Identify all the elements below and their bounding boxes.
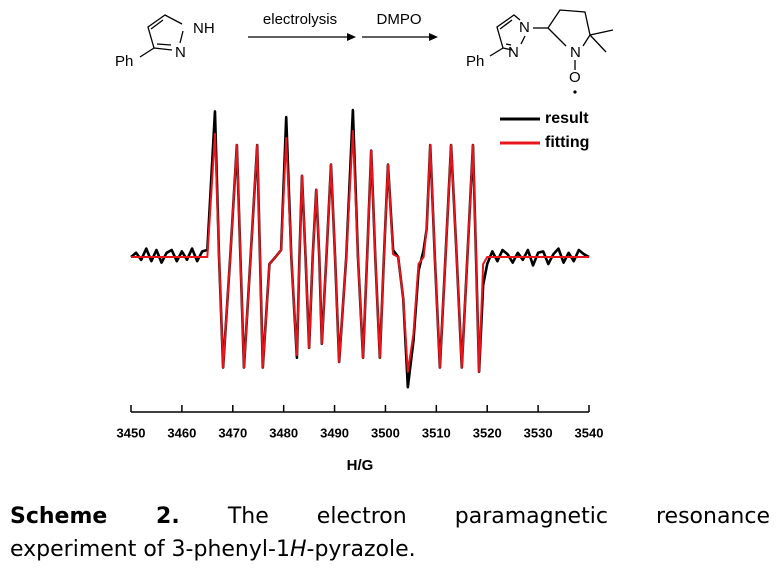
radical-dot <box>573 90 577 94</box>
caption-text: H <box>289 537 307 562</box>
ring-bond <box>520 35 526 45</box>
double-bond <box>156 43 172 46</box>
double-bond <box>150 19 164 30</box>
atom-label: N <box>570 44 581 61</box>
ring-bond <box>496 14 521 49</box>
ph-bond <box>489 47 504 57</box>
reactant: NH N Ph <box>115 14 215 70</box>
arrows: electrolysis DMPO <box>248 11 438 41</box>
atom-label: N <box>175 44 186 61</box>
caption-line: Scheme 2. The electron paramagnetic reso… <box>10 500 770 533</box>
arrow-head <box>347 33 356 41</box>
double-bond <box>499 19 513 30</box>
atom-label: N <box>508 44 519 61</box>
caption-line: experiment of 3-phenyl-1H-pyrazole. <box>10 533 770 566</box>
atom-label: Ph <box>115 53 133 70</box>
x-tick-label: 3490 <box>320 425 349 440</box>
arrow-head <box>429 33 438 41</box>
arrow-label: electrolysis <box>263 11 337 28</box>
atom-label: O <box>569 69 581 86</box>
figure: NH N Ph electrolysis DMPO N N N O Ph H/G… <box>115 9 614 474</box>
x-tick-label: 3460 <box>167 425 196 440</box>
spectrum-line <box>131 130 589 373</box>
caption-label: Scheme 2. <box>10 504 180 529</box>
atom-label: Ph <box>466 53 484 70</box>
ring-bond <box>547 27 567 47</box>
double-bond <box>505 43 512 46</box>
x-tick-label: 3450 <box>117 425 146 440</box>
caption-text: -pyrazole. <box>306 537 416 562</box>
atom-label: NH <box>193 20 215 37</box>
legend-label: result <box>545 110 589 127</box>
atom-label: N <box>519 19 530 36</box>
x-tick-label: 3530 <box>524 425 553 440</box>
arrow-label: DMPO <box>377 11 422 28</box>
ring-bond <box>179 30 184 44</box>
x-tick-label: 3540 <box>575 425 604 440</box>
ph-bond <box>139 47 155 58</box>
ring-bond <box>547 9 591 47</box>
ring-bond <box>147 14 183 49</box>
methyl <box>589 29 614 36</box>
caption: Scheme 2. The electron paramagnetic reso… <box>10 500 770 566</box>
caption-text: experiment of 3-phenyl-1 <box>10 537 290 562</box>
x-tick-label: 3480 <box>269 425 298 440</box>
ring-bond <box>502 47 513 51</box>
x-tick-label: 3500 <box>371 425 400 440</box>
x-tick-label: 3510 <box>422 425 451 440</box>
x-axis-label: H/G <box>347 457 374 474</box>
ring-bond <box>153 47 173 51</box>
product: N N N O Ph <box>466 9 614 94</box>
spectrum-line <box>130 108 590 389</box>
legend-label: fitting <box>545 134 589 151</box>
x-tick-label: 3520 <box>473 425 502 440</box>
x-tick-label: 3470 <box>218 425 247 440</box>
methyl <box>589 34 607 53</box>
caption-text: The electron paramagnetic resonance <box>227 504 771 529</box>
